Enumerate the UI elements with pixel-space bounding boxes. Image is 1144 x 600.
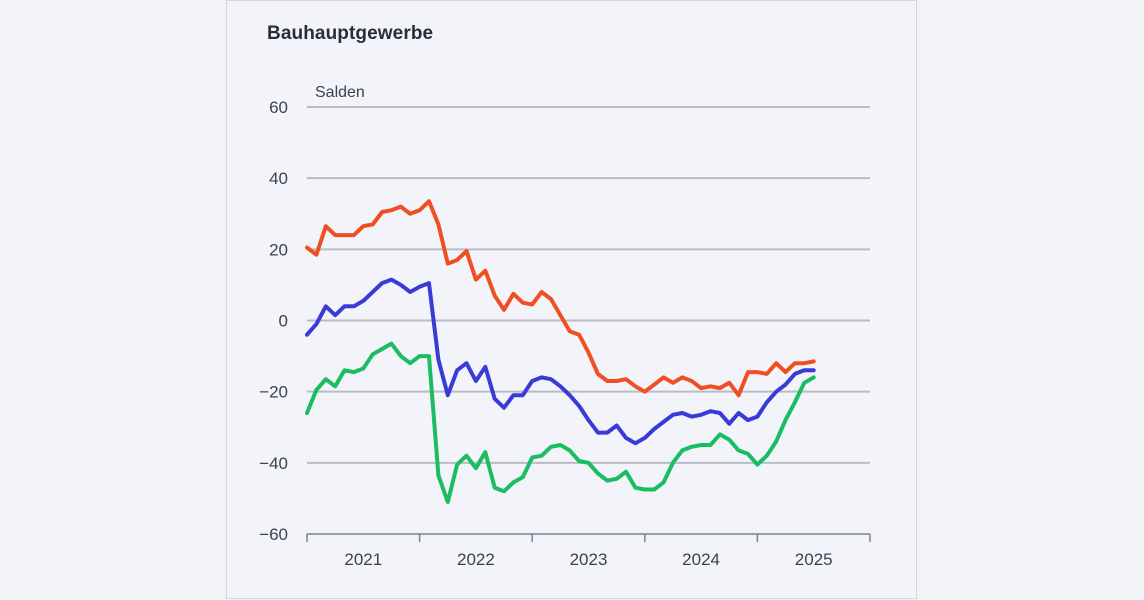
y-tick-label: 20 <box>269 240 288 259</box>
series-line-3 <box>305 341 816 504</box>
y-tick-label: −40 <box>259 454 288 473</box>
chart-title: Bauhauptgewerbe <box>267 23 434 44</box>
y-tick-labels: −60 −40 −20 0 20 40 60 <box>259 98 288 544</box>
y-tick-label: 40 <box>269 169 288 188</box>
y-tick-label: −60 <box>259 525 288 544</box>
series-line-2 <box>305 277 816 446</box>
series-lines <box>305 199 816 504</box>
y-tick-label: −20 <box>259 383 288 402</box>
chart-card: Bauhauptgewerbe Salden −60 −40 −20 0 20 40 60 … <box>226 0 917 599</box>
x-tick-label: 2022 <box>457 550 495 569</box>
x-tick-labels: 2021 2022 2023 2024 2025 <box>344 550 832 569</box>
line-chart: Salden −60 −40 −20 0 20 40 60 2021 2022 2023 2024… <box>259 84 871 569</box>
x-tick-label: 2023 <box>570 550 608 569</box>
x-axis <box>306 533 871 542</box>
y-tick-label: 0 <box>279 312 288 331</box>
gridlines <box>307 106 870 464</box>
y-tick-label: 60 <box>269 98 288 117</box>
x-tick-label: 2025 <box>795 550 833 569</box>
x-tick-label: 2021 <box>344 550 382 569</box>
x-tick-label: 2024 <box>682 550 720 569</box>
y-axis-unit-label: Salden <box>315 84 365 101</box>
series-line-1 <box>305 199 816 398</box>
